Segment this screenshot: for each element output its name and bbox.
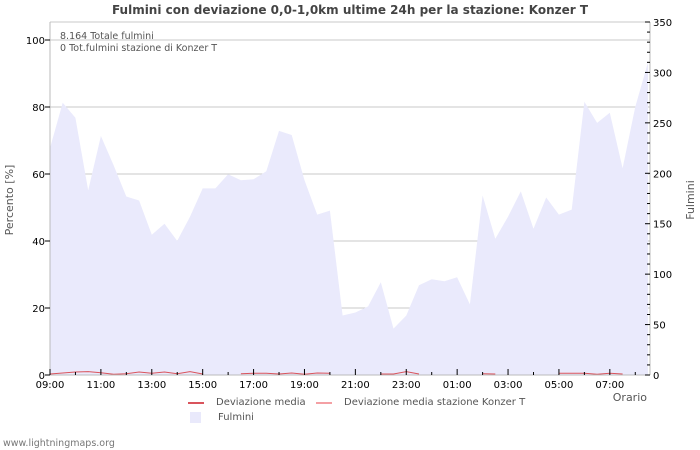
x-axis-ticks: 09:00 11:00 13:00 15:00 17:00 19:00 21:00 23:00…	[36, 369, 636, 391]
right-tick-label: 150	[653, 220, 672, 231]
x-tick-label: 07:00	[595, 380, 624, 391]
x-tick-label: 15:00	[188, 380, 217, 391]
right-axis-title: Fulmini	[684, 180, 697, 220]
legend-item-fulmini: Fulmini	[188, 412, 254, 423]
legend-item-deviation: Deviazione media	[188, 397, 306, 408]
legend-label: Deviazione media stazione Konzer T	[344, 397, 526, 408]
right-tick-label: 300	[653, 68, 672, 79]
left-axis-ticks: 0 20 40 60 80 100	[26, 36, 50, 382]
left-tick-label: 80	[32, 103, 45, 114]
deviation-swatch	[188, 401, 204, 404]
right-tick-label: 50	[653, 321, 666, 332]
right-tick-label: 100	[653, 270, 672, 281]
left-tick-label: 60	[32, 170, 45, 181]
right-tick-label: 200	[653, 169, 672, 180]
left-tick-label: 0	[39, 371, 45, 382]
right-tick-label: 250	[653, 119, 672, 130]
legend-label: Deviazione media	[216, 397, 306, 408]
x-tick-label: 17:00	[239, 380, 268, 391]
plot-frame	[49, 22, 651, 376]
station-deviation-swatch	[316, 401, 332, 404]
right-tick-label: 350	[653, 18, 672, 29]
deviation-segment	[558, 372, 623, 375]
x-tick-label: 13:00	[137, 380, 166, 391]
right-tick-label: 0	[653, 371, 659, 382]
x-tick-label: 21:00	[341, 380, 370, 391]
total-strikes-annotation: 8.164 Totale fulmini	[60, 31, 154, 42]
footer-credit: www.lightningmaps.org	[3, 438, 115, 449]
legend-item-station-deviation: Deviazione media stazione Konzer T	[316, 397, 525, 408]
left-tick-label: 20	[32, 304, 45, 315]
left-tick-label: 100	[26, 36, 45, 47]
x-tick-label: 01:00	[443, 380, 472, 391]
legend-label: Fulmini	[218, 412, 254, 423]
chart-title: Fulmini con deviazione 0,0-1,0km ultime …	[111, 3, 589, 17]
fulmini-swatch	[190, 412, 201, 423]
deviation-segment	[380, 371, 420, 375]
left-axis-title: Percento [%]	[3, 165, 16, 236]
x-tick-label: 19:00	[290, 380, 319, 391]
deviation-segment	[240, 372, 330, 375]
x-axis-title: Orario	[613, 391, 648, 404]
x-tick-label: 09:00	[36, 380, 65, 391]
x-tick-label: 05:00	[545, 380, 574, 391]
fulmini-area	[50, 62, 648, 376]
x-tick-label: 23:00	[392, 380, 421, 391]
station-strikes-annotation: 0 Tot.fulmini stazione di Konzer T	[60, 43, 217, 54]
x-tick-label: 11:00	[86, 380, 115, 391]
left-tick-label: 40	[32, 237, 45, 248]
right-axis-ticks: 0 50 100 150 200 250 300 350	[645, 18, 672, 382]
x-tick-label: 03:00	[494, 380, 523, 391]
